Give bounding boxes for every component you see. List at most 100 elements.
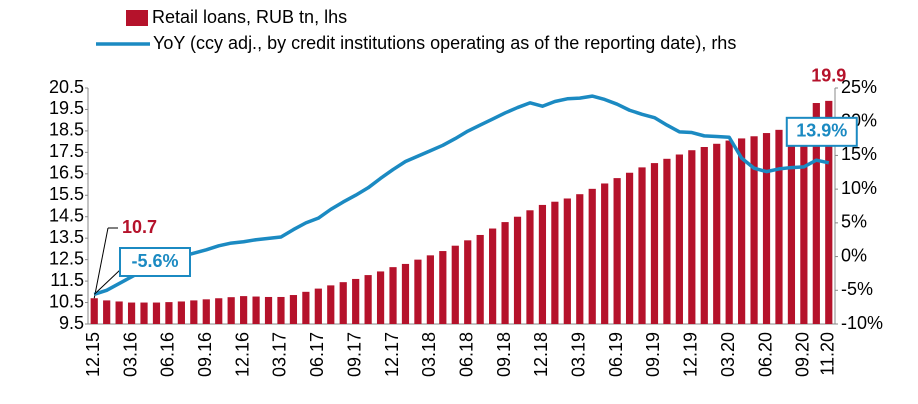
bar <box>800 121 808 324</box>
bar <box>713 143 721 324</box>
bar <box>738 138 746 324</box>
y-tick-label: 17.5 <box>49 141 84 161</box>
bar <box>663 158 671 324</box>
bar <box>339 282 347 324</box>
y-tick-label: 13.5 <box>49 227 84 247</box>
bar <box>551 201 559 324</box>
bar <box>439 251 447 324</box>
x-tick-label: 06.19 <box>606 332 626 377</box>
bar <box>576 194 584 324</box>
y2-tick-label: 15% <box>841 144 877 164</box>
bar <box>352 278 360 324</box>
x-tick-label: 06.20 <box>755 332 775 377</box>
bar <box>513 216 522 324</box>
bar <box>177 301 185 324</box>
bar <box>389 267 397 324</box>
x-tick-label: 03.19 <box>569 332 589 377</box>
y-tick-label: 9.5 <box>59 313 84 333</box>
data-label-box <box>785 116 858 147</box>
bar <box>152 302 161 324</box>
bar <box>563 198 571 324</box>
bar <box>302 291 310 324</box>
bar <box>190 300 198 324</box>
annotation-leader <box>93 227 109 299</box>
x-tick-label: 03.20 <box>718 332 738 377</box>
x-tick-label: 03.18 <box>419 332 439 377</box>
bar <box>526 210 534 324</box>
x-tick-label: 09.19 <box>643 332 663 377</box>
bar <box>364 275 372 324</box>
bar <box>103 300 111 324</box>
bar <box>762 133 771 324</box>
legend-label: YoY (ccy adj., by credit institutions op… <box>153 33 736 53</box>
bar <box>700 147 708 324</box>
x-tick-label: 06.16 <box>158 332 178 377</box>
bar <box>314 288 322 324</box>
y2-tick-label: -10% <box>841 313 883 333</box>
legend-label: Retail loans, RUB tn, lhs <box>152 7 347 27</box>
bar <box>675 154 683 324</box>
data-label: -5.6% <box>131 251 178 271</box>
y2-tick-label: 25% <box>841 77 877 97</box>
bar <box>376 271 385 324</box>
y2-tick-label: 10% <box>841 178 877 198</box>
bar <box>688 150 696 324</box>
bar <box>140 302 148 324</box>
line <box>93 94 830 296</box>
x-tick-label: 03.17 <box>270 332 290 377</box>
bar <box>650 163 659 324</box>
y-tick-label: 19.5 <box>49 98 84 118</box>
annotation-leader <box>93 269 121 295</box>
y-tick-label: 18.5 <box>49 120 84 140</box>
x-tick-label: 09.17 <box>344 332 364 377</box>
data-label: 13.9% <box>796 121 847 141</box>
y-tick-label: 16.5 <box>49 163 84 183</box>
x-tick-label: 09.16 <box>195 332 215 377</box>
bar <box>277 296 285 324</box>
y2-tick-label: 5% <box>841 212 867 232</box>
x-tick-label: 03.16 <box>120 332 140 377</box>
bar <box>501 222 509 324</box>
bar <box>538 204 547 324</box>
bar <box>202 299 210 324</box>
bar <box>750 136 758 324</box>
x-tick-label: 06.17 <box>307 332 327 377</box>
x-tick-label: 09.20 <box>793 332 813 377</box>
bar <box>787 125 796 324</box>
y-tick-label: 20.5 <box>49 77 84 97</box>
y2-tick-label: -5% <box>841 279 873 299</box>
x-tick-label: 11.20 <box>818 332 838 376</box>
bar <box>165 302 173 324</box>
bar <box>401 263 410 324</box>
bar <box>215 298 223 324</box>
bar <box>90 298 98 324</box>
bar <box>127 302 136 324</box>
bar <box>476 234 484 324</box>
x-tick-label: 12.16 <box>232 332 252 377</box>
y-tick-label: 14.5 <box>49 205 84 225</box>
data-label: 19.9 <box>811 66 846 86</box>
bar <box>115 301 123 324</box>
bar <box>464 240 472 324</box>
x-tick-label: 06.18 <box>456 332 476 377</box>
bar <box>588 188 596 324</box>
bar <box>414 259 422 324</box>
bar <box>426 255 434 324</box>
bar <box>601 183 609 324</box>
x-tick-label: 12.19 <box>681 332 701 377</box>
bar <box>638 167 646 324</box>
y-tick-label: 15.5 <box>49 184 84 204</box>
bar <box>289 295 298 324</box>
bar <box>227 297 235 324</box>
bar <box>240 296 248 324</box>
bar <box>489 228 497 324</box>
x-tick-label: 09.18 <box>494 332 514 377</box>
y-tick-label: 11.5 <box>50 270 84 290</box>
bar <box>725 140 733 324</box>
data-label: 10.7 <box>122 217 157 237</box>
y-tick-label: 12.5 <box>49 248 84 268</box>
x-tick-label: 12.15 <box>83 332 103 377</box>
bar <box>812 103 820 324</box>
y-tick-label: 10.5 <box>49 291 84 311</box>
